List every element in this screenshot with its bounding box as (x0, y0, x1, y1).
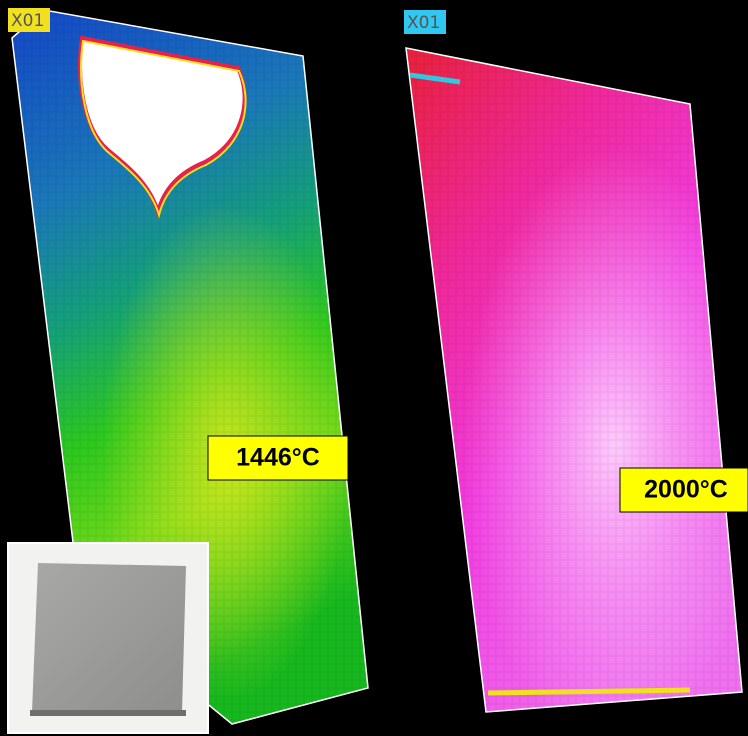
temperature-box (619, 467, 748, 513)
temperature-label: 1446°C (236, 444, 320, 472)
sample-plate (32, 563, 186, 712)
edge-artifact (409, 72, 461, 85)
tag-box (8, 8, 50, 32)
roi-outline (405, 47, 743, 713)
sample-edge (30, 710, 186, 716)
pixel-grid (406, 48, 742, 712)
tag: X01 (11, 11, 44, 31)
sample-photo-inset (7, 542, 209, 734)
edge-artifact (487, 687, 691, 696)
tag: X01 (407, 13, 440, 33)
temperature-label: 2000°C (644, 476, 728, 504)
saturated-edge (80, 39, 247, 219)
tag-box (404, 10, 446, 34)
thermal-panel-right: X01 2000°C (404, 10, 748, 713)
temperature-box (207, 435, 349, 481)
